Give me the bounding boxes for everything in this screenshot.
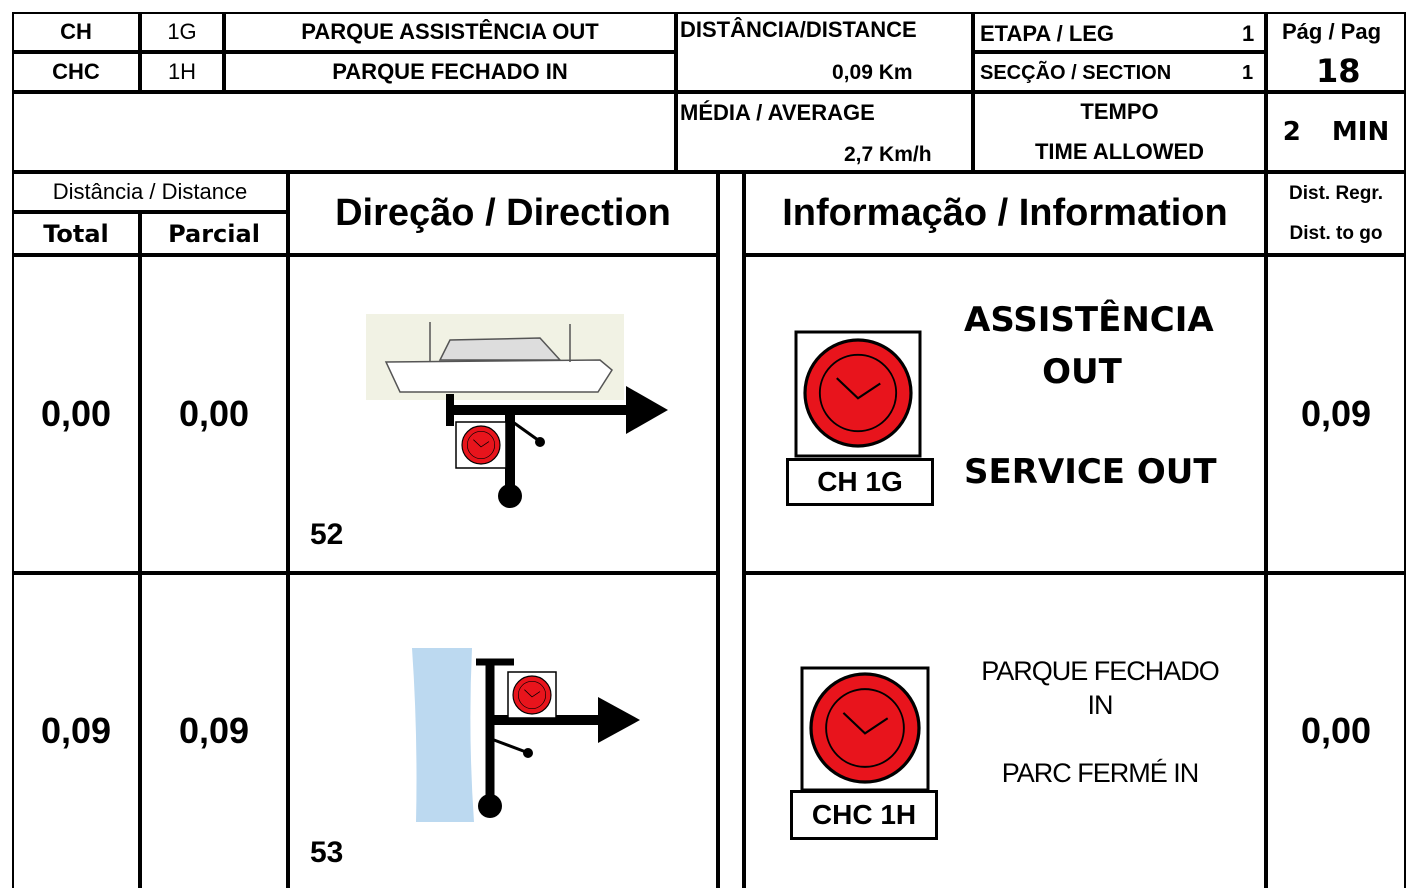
side-road-end <box>535 437 545 447</box>
ship-hull <box>384 359 613 393</box>
average-label: MÉDIA / AVERAGE <box>680 100 875 125</box>
clock-icon <box>512 675 552 715</box>
arrow-head <box>598 697 640 743</box>
partial-cell: 0,00 <box>140 255 288 573</box>
to-go-cell: 0,09 <box>1266 255 1406 573</box>
start-dot <box>478 794 502 818</box>
info-text: SERVICE OUT <box>964 452 1217 492</box>
page-label: Pág / Pag <box>1282 19 1382 44</box>
arrow-head <box>626 386 668 434</box>
ship-deck <box>438 337 562 361</box>
information-cell <box>744 255 1266 573</box>
info-text: OUT <box>1042 352 1122 392</box>
to-go-cell: 0,00 <box>1266 573 1406 888</box>
clock-icon <box>461 425 501 465</box>
chc-name: PARQUE FECHADO IN <box>224 52 676 92</box>
distance-header: Distância / Distance <box>12 172 288 212</box>
instruction-number: 52 <box>310 518 344 551</box>
information-cell <box>744 573 1266 888</box>
section-value: 1 <box>1242 62 1254 84</box>
ch-code: CH <box>12 12 140 52</box>
clock-icon <box>809 672 921 784</box>
info-text: IN <box>1087 690 1114 720</box>
side-road <box>509 418 539 442</box>
water <box>412 648 474 822</box>
page-box <box>1266 12 1406 92</box>
dist-to-go-header: Dist. Regr. Dist. to go <box>1266 172 1406 255</box>
partial-header: Parcial <box>140 212 288 255</box>
section-label: SECÇÃO / SECTION <box>980 62 1172 84</box>
side-road <box>493 738 527 754</box>
time-label: TIME ALLOWED <box>1034 139 1205 164</box>
leg-box <box>973 12 1266 52</box>
clock-icon <box>803 338 913 448</box>
leg-value: 1 <box>1242 21 1255 46</box>
average-box <box>676 92 973 172</box>
blank-box <box>12 92 676 172</box>
page-number: 18 <box>1316 52 1361 90</box>
direction-cell <box>288 573 718 888</box>
spacer-column <box>718 172 744 888</box>
ch-name: PARQUE ASSISTÊNCIA OUT <box>224 12 676 52</box>
dist-regr-label: Dist. Regr. <box>1289 182 1383 204</box>
instruction-number: 53 <box>310 836 344 869</box>
control-label: CH 1G <box>786 458 934 506</box>
distance-box <box>676 12 973 92</box>
start-dot <box>498 484 522 508</box>
time-label: TEMPO <box>1080 99 1159 124</box>
info-text: PARQUE FECHADO <box>981 656 1220 686</box>
chc-id: 1H <box>140 52 224 92</box>
ch-id: 1G <box>140 12 224 52</box>
distance-label: DISTÂNCIA/DISTANCE <box>680 17 917 42</box>
time-value: 2 MIN <box>1266 92 1406 172</box>
section-box <box>973 52 1266 92</box>
side-road-end <box>523 748 533 758</box>
time-box: TEMPO TIME ALLOWED <box>973 92 1266 172</box>
total-header: Total <box>12 212 140 255</box>
direction-cell <box>288 255 718 573</box>
leg-label: ETAPA / LEG <box>980 21 1115 46</box>
average-value: 2,7 Km/h <box>844 143 932 166</box>
information-header: Informação / Information <box>744 172 1266 255</box>
info-text: PARC FERMÉ IN <box>1001 758 1200 788</box>
total-cell: 0,09 <box>12 573 140 888</box>
partial-cell: 0,09 <box>140 573 288 888</box>
chc-code: CHC <box>12 52 140 92</box>
direction-header: Direção / Direction <box>288 172 718 255</box>
distance-value: 0,09 Km <box>832 61 913 84</box>
info-text: ASSISTÊNCIA <box>964 300 1214 340</box>
dist-to-go-label: Dist. to go <box>1289 222 1383 244</box>
total-cell: 0,00 <box>12 255 140 573</box>
